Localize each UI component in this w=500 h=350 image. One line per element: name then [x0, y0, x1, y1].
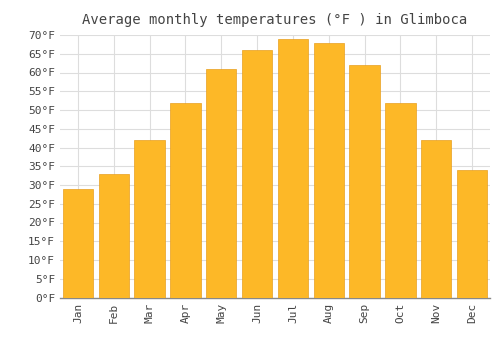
- Bar: [385, 103, 416, 298]
- Bar: [350, 65, 380, 298]
- Bar: [98, 174, 129, 298]
- Bar: [206, 69, 236, 298]
- Bar: [314, 42, 344, 298]
- Bar: [62, 189, 93, 298]
- Bar: [421, 140, 452, 298]
- Bar: [457, 170, 488, 298]
- Bar: [134, 140, 165, 298]
- Bar: [170, 103, 200, 298]
- Title: Average monthly temperatures (°F ) in Glimboca: Average monthly temperatures (°F ) in Gl…: [82, 13, 468, 27]
- Bar: [242, 50, 272, 298]
- Bar: [278, 39, 308, 298]
